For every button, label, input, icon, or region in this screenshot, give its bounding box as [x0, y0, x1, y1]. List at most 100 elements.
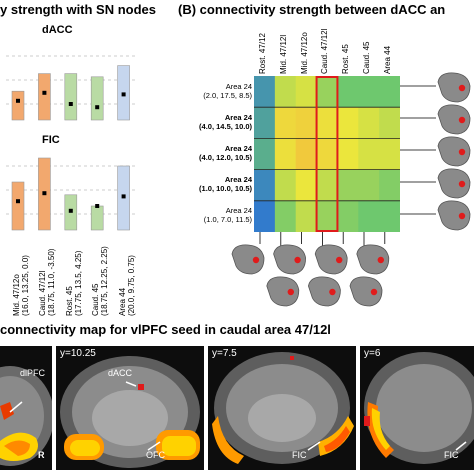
column-highlight [315, 76, 339, 232]
brain-thumbnail [314, 244, 348, 275]
matrix-cell [337, 138, 359, 171]
data-point [16, 199, 20, 204]
matrix-cell [316, 169, 338, 202]
brain-thumbnail [231, 244, 265, 275]
label-fic-4: FIC [444, 450, 459, 460]
brain-slice-4-image [364, 352, 474, 464]
brain-thumbnail [437, 168, 471, 199]
matrix-row-label: Area 24 (2.0, 17.5, 8.5) [203, 82, 252, 100]
matrix-cell [274, 76, 297, 108]
brain-thumbnail [266, 276, 300, 307]
brain-thumbnail [356, 244, 390, 275]
matrix-cell [358, 76, 380, 108]
matrix-cell [295, 169, 318, 202]
label-dlpfc: dlPFC [20, 368, 46, 378]
matrix-cell [254, 107, 276, 139]
matrix-cell [295, 76, 318, 108]
brain-slice-1: dlPFC R [0, 346, 52, 470]
matrix-cell [379, 200, 400, 232]
chart-dacc-label: dACC [42, 24, 73, 36]
category-label: Caud. 45 (18.75, 12.25, 2.25) [91, 246, 110, 316]
matrix-cell [358, 200, 380, 232]
matrix-cell [379, 138, 400, 171]
matrix-column-label: Rost. 47/12 [258, 33, 267, 74]
bar [38, 73, 51, 121]
matrix-row-label: Area 24 (4.0, 14.5, 10.0) [199, 113, 252, 131]
category-label: Mid. 47/12o (16.0, 13.25, 0.0) [12, 255, 30, 316]
brain-slice-2: y=10.25 dACC OFC [56, 346, 204, 470]
label-dacc: dACC [108, 368, 133, 378]
matrix-cell [316, 200, 338, 232]
brain-thumbnail [273, 244, 307, 275]
matrix-cell [337, 200, 359, 232]
matrix-column-label: Mid. 47/12o [299, 32, 309, 74]
matrix-cell [358, 138, 380, 171]
data-point [16, 98, 20, 103]
category-label: Rost. 45 (17.75, 13.5, 4.25) [64, 250, 83, 316]
column-brain-thumbnails [231, 232, 390, 307]
label-r: R [38, 450, 45, 460]
data-point [121, 194, 126, 199]
data-point [42, 90, 47, 95]
brain-thumbnail [437, 200, 471, 231]
data-point [121, 92, 126, 97]
brain-slice-3: y=7.5 FIC [208, 346, 356, 470]
matrix-cell [274, 200, 297, 232]
matrix-cell [337, 107, 359, 139]
chart-dacc [6, 55, 138, 121]
brain-thumbnail [437, 72, 471, 103]
data-point [42, 191, 47, 196]
matrix-cell [337, 76, 359, 108]
matrix-column-label: Caud. 45 [362, 41, 371, 74]
panel-b-title: (B) connectivity strength between dACC a… [178, 2, 446, 17]
data-point [68, 208, 73, 213]
matrix-cell [379, 76, 400, 108]
matrix-cell [358, 169, 380, 202]
bar [11, 181, 25, 231]
matrix-column-label: Rost. 45 [341, 44, 351, 74]
connectivity-matrix [254, 76, 400, 232]
matrix-cell [295, 107, 318, 139]
chart-fic-label: FIC [42, 134, 60, 146]
matrix-cell [379, 169, 400, 202]
category-label: Caud. 47/12l (18.75, 11.0, -3.50) [38, 248, 57, 316]
matrix-cell [274, 138, 297, 171]
matrix-cell [254, 138, 276, 171]
brain-thumbnail [437, 104, 471, 135]
matrix-row-label: Area 24 (1.0, 7.0, 11.5) [203, 206, 252, 224]
matrix-cell [274, 107, 297, 139]
data-point [95, 105, 100, 110]
panel-c-title: connectivity map for vlPFC seed in cauda… [0, 322, 331, 337]
matrix-cell [337, 169, 359, 202]
matrix-cell [254, 169, 276, 202]
label-ofc: OFC [146, 450, 165, 460]
row-brain-thumbnails [400, 72, 471, 231]
brain-thumbnail [349, 276, 383, 307]
matrix-cell [254, 76, 276, 108]
matrix-cell [295, 200, 318, 232]
bar [90, 205, 104, 231]
slice-4-y: y=6 [364, 348, 381, 359]
matrix-cell [316, 76, 338, 108]
matrix-cell [379, 107, 400, 139]
matrix-column-label: Area 44 [382, 45, 392, 74]
brain-slice-1-image [0, 366, 52, 466]
data-point [68, 102, 73, 106]
slice-3-y: y=7.5 [212, 348, 237, 359]
brain-slice-3-image [212, 352, 354, 464]
matrix-row-label: Area 24 (4.0, 12.0, 10.5) [199, 144, 252, 162]
slice-2-y: y=10.25 [60, 348, 96, 359]
brain-slice-4: y=6 FIC [360, 346, 474, 470]
matrix-cell [358, 107, 380, 139]
data-point [95, 204, 100, 208]
matrix-cell [295, 138, 318, 171]
bar [90, 76, 104, 121]
matrix-cell [316, 107, 338, 139]
bar [64, 73, 78, 121]
matrix-column-label: Caud. 47/12l [320, 28, 330, 74]
brain-thumbnail [307, 276, 341, 307]
matrix-cell [316, 138, 338, 171]
brain-thumbnail [437, 136, 471, 167]
brain-slice-2-image [60, 356, 200, 468]
matrix-cell [274, 169, 297, 202]
